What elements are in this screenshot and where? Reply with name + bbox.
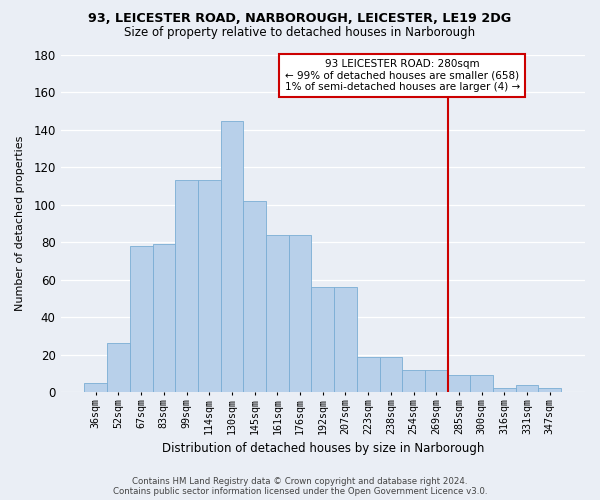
Bar — [311, 287, 334, 392]
Text: Size of property relative to detached houses in Narborough: Size of property relative to detached ho… — [124, 26, 476, 39]
Text: 93 LEICESTER ROAD: 280sqm
← 99% of detached houses are smaller (658)
1% of semi-: 93 LEICESTER ROAD: 280sqm ← 99% of detac… — [284, 58, 520, 92]
Bar — [175, 180, 198, 392]
Y-axis label: Number of detached properties: Number of detached properties — [15, 136, 25, 311]
Bar — [538, 388, 561, 392]
Bar — [357, 356, 380, 392]
Bar — [221, 120, 244, 392]
Bar — [425, 370, 448, 392]
Bar — [130, 246, 152, 392]
Bar — [85, 382, 107, 392]
Bar — [198, 180, 221, 392]
Bar — [266, 235, 289, 392]
Bar — [152, 244, 175, 392]
Text: Contains HM Land Registry data © Crown copyright and database right 2024.
Contai: Contains HM Land Registry data © Crown c… — [113, 476, 487, 496]
Bar — [448, 376, 470, 392]
Bar — [107, 344, 130, 392]
Bar — [289, 235, 311, 392]
Bar — [402, 370, 425, 392]
Bar — [470, 376, 493, 392]
X-axis label: Distribution of detached houses by size in Narborough: Distribution of detached houses by size … — [161, 442, 484, 455]
Bar — [493, 388, 516, 392]
Bar — [380, 356, 402, 392]
Text: 93, LEICESTER ROAD, NARBOROUGH, LEICESTER, LE19 2DG: 93, LEICESTER ROAD, NARBOROUGH, LEICESTE… — [88, 12, 512, 26]
Bar — [244, 201, 266, 392]
Bar — [516, 384, 538, 392]
Bar — [334, 287, 357, 392]
